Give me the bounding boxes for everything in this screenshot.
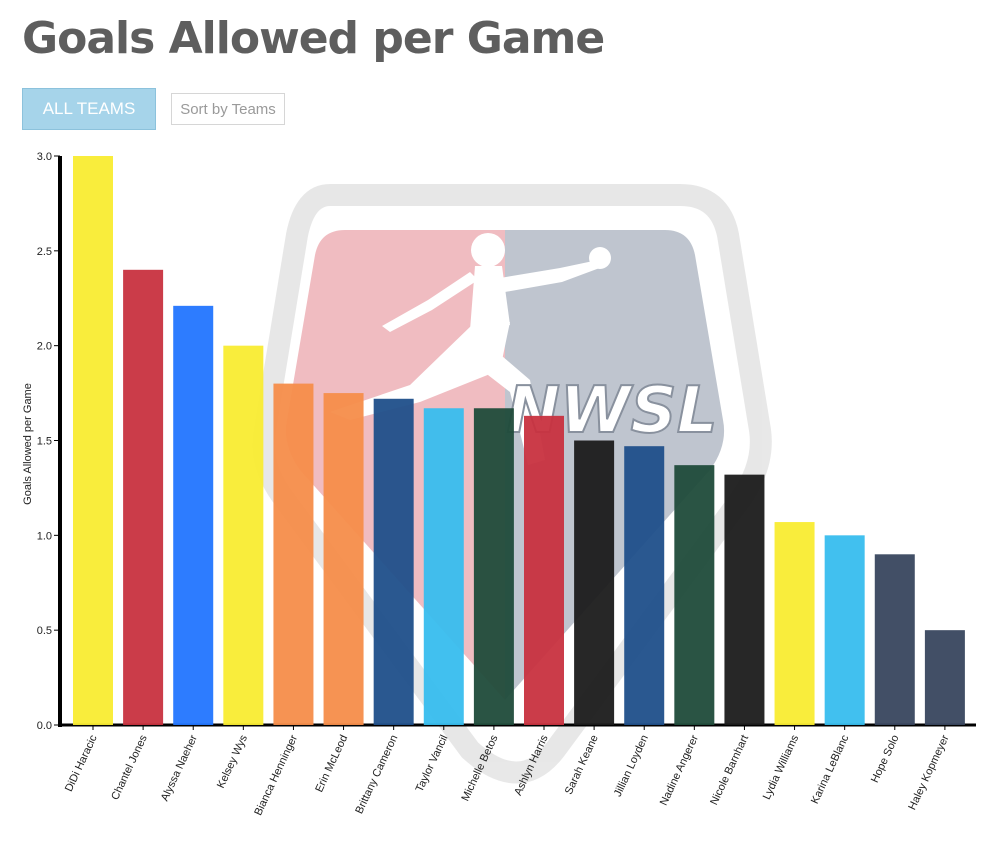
x-tick-label: Hope Solo xyxy=(869,733,902,785)
y-tick-label: 1.0 xyxy=(37,530,52,542)
x-tick-label: Bianca Henninger xyxy=(252,733,300,818)
x-tick-label: Brittany Cameron xyxy=(353,733,400,816)
bar-lydia-williams[interactable] xyxy=(774,522,815,725)
bar-chart: NWSL 0.00.51.01.52.02.53.0 DiDi Haracic C… xyxy=(22,151,976,818)
x-tick-label: Kelsey Wys xyxy=(215,733,250,791)
logo-ring xyxy=(252,184,772,784)
bar-taylor-vancil[interactable] xyxy=(423,408,464,725)
bar-kelsey-wys[interactable] xyxy=(223,345,264,725)
x-tick-label: Haley Kopmeyer xyxy=(906,733,951,812)
bars-group xyxy=(73,156,965,725)
x-tick-label: Lydia Williams xyxy=(761,733,802,802)
x-tick-label: Karina LeBlanc xyxy=(809,733,852,806)
bar-didi-haracic[interactable] xyxy=(73,156,113,725)
bar-sarah-keane[interactable] xyxy=(574,440,615,726)
bar-brittany-cameron[interactable] xyxy=(373,398,414,725)
all-teams-button[interactable]: ALL TEAMS xyxy=(22,88,156,130)
y-axis-label: Goals Allowed per Game xyxy=(22,383,34,505)
bar-nicole-barnhart[interactable] xyxy=(724,474,765,725)
bar-ashlyn-harris[interactable] xyxy=(524,415,564,725)
sort-by-teams-button[interactable]: Sort by Teams xyxy=(171,93,285,125)
chart-axes: 0.0 0.5 1.0 1.5 2.0 2.5 3.0 xyxy=(37,151,976,732)
page-title: Goals Allowed per Game xyxy=(22,13,605,64)
bar-haley-kopmeyer[interactable] xyxy=(924,630,965,725)
x-tick-label: Erin McLeod xyxy=(313,733,350,794)
y-tick-label: 2.5 xyxy=(37,246,52,258)
bar-alyssa-naeher[interactable] xyxy=(173,305,214,725)
bar-bianca-henninger[interactable] xyxy=(273,383,314,725)
y-tick-label: 1.5 xyxy=(37,436,52,448)
y-tick-label: 0.5 xyxy=(37,625,52,637)
bar-chantel-jones[interactable] xyxy=(123,269,164,725)
bar-michelle-betos[interactable] xyxy=(473,408,514,725)
bar-jillian-loyden[interactable] xyxy=(624,446,665,725)
x-tick-label: DiDi Haracic xyxy=(63,733,100,794)
x-tick-label: Alyssa Naeher xyxy=(159,733,200,803)
bar-hope-solo[interactable] xyxy=(874,554,915,725)
bar-karina-leblanc[interactable] xyxy=(824,535,865,725)
y-tick-label: 3.0 xyxy=(37,151,52,163)
x-tick-label: Chantel Jones xyxy=(109,733,150,802)
x-tick-label: Taylor Vancil xyxy=(414,733,451,794)
y-tick-label: 0.0 xyxy=(37,720,52,732)
bar-nadine-angerer[interactable] xyxy=(674,465,715,725)
x-tick-label: Jillian Loyden xyxy=(612,733,651,798)
x-tick-label: Nadine Angerer xyxy=(658,733,701,808)
x-tick-label: Nicole Barnhart xyxy=(708,733,751,807)
y-tick-label: 2.0 xyxy=(37,341,52,353)
bar-erin-mcleod[interactable] xyxy=(323,393,364,725)
